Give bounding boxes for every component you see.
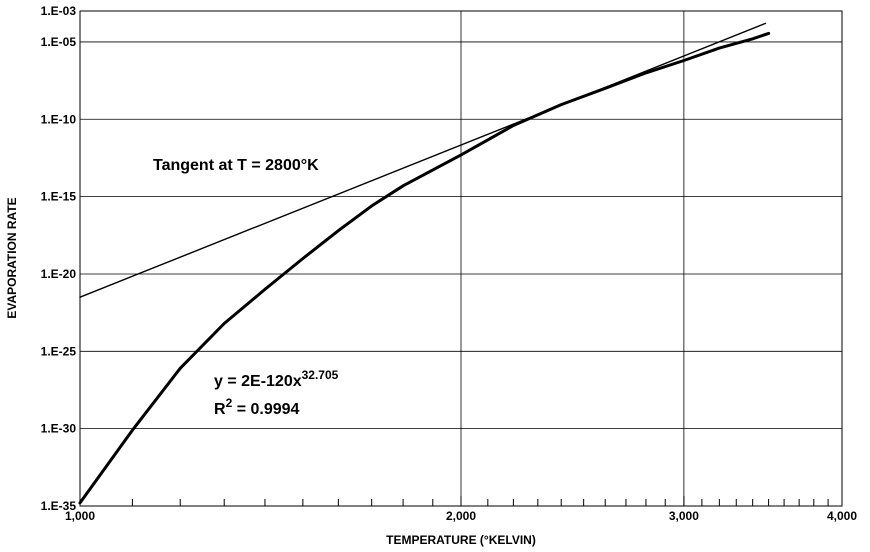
y-tick-label: 1.E-35 <box>41 499 77 513</box>
x-tick-labels: 1,000 2,000 3,000 4,000 <box>65 509 857 523</box>
y-tick-label: 1.E-30 <box>41 422 77 436</box>
r-squared-label: R2 = 0.9994 <box>214 396 300 418</box>
equation-exponent: 32.705 <box>302 368 339 382</box>
r-squared-base: R <box>214 401 226 418</box>
y-tick-label: 1.E-20 <box>41 267 77 281</box>
minor-ticks <box>79 496 843 506</box>
y-axis-title: EVAPORATION RATE <box>5 197 19 318</box>
y-tick-label: 1.E-15 <box>41 190 77 204</box>
series-lines <box>78 22 771 505</box>
x-tick-label: 3,000 <box>669 509 699 523</box>
equation-label: y = 2E-120x32.705 <box>214 368 339 390</box>
y-tick-label: 1.E-10 <box>41 112 77 126</box>
r-squared-value: = 0.9994 <box>232 401 299 418</box>
y-tick-label: 1.E-05 <box>41 35 77 49</box>
y-tick-label: 1.E-25 <box>41 344 77 358</box>
x-tick-label: 1,000 <box>65 509 95 523</box>
x-tick-label: 4,000 <box>827 509 857 523</box>
x-tick-label: 2,000 <box>446 509 476 523</box>
r-squared-superscript: 2 <box>226 396 233 410</box>
tangent-line <box>79 22 767 298</box>
grid-lines <box>80 11 842 506</box>
x-axis-title: TEMPERATURE (°KELVIN) <box>386 533 536 547</box>
evaporation-rate-curve <box>78 31 771 505</box>
tangent-label: Tangent at T = 2800°K <box>153 157 319 174</box>
y-tick-label: 1.E-03 <box>41 4 77 18</box>
equation-base: y = 2E-120x <box>214 373 302 390</box>
y-tick-labels: 1.E-03 1.E-05 1.E-10 1.E-15 1.E-20 1.E-25 1.E-… <box>41 4 77 513</box>
